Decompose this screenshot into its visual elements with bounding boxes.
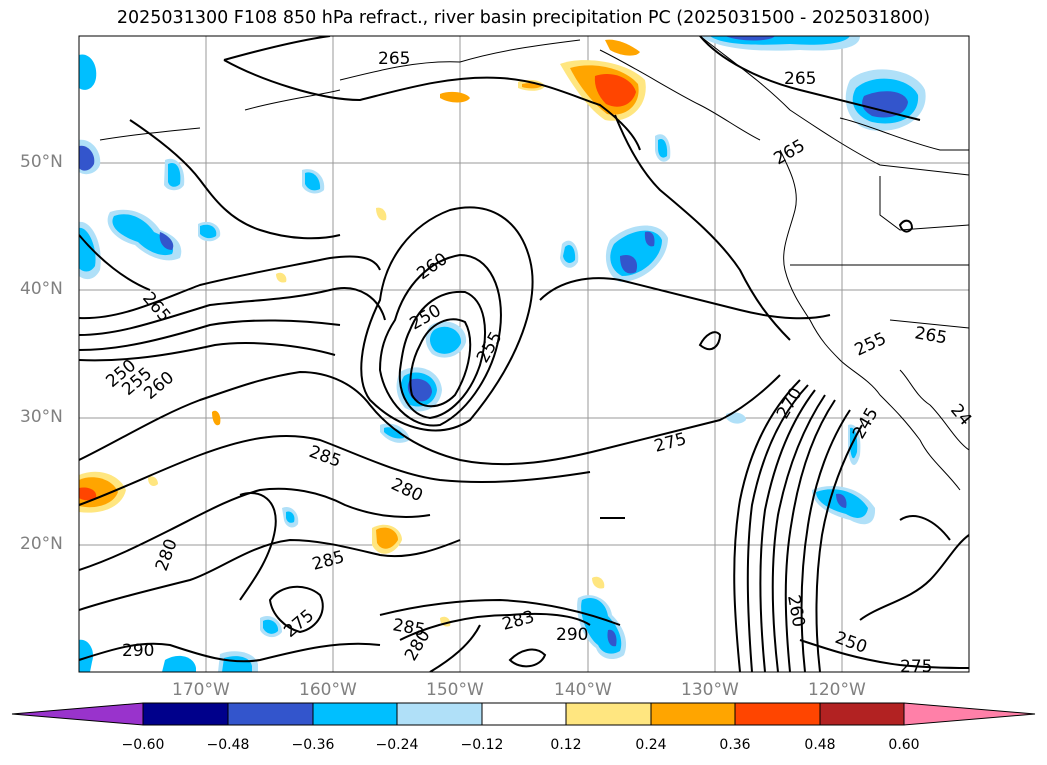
contour-label: 290 — [122, 641, 154, 661]
precip-shading — [79, 36, 926, 672]
contour-label: 265 — [378, 49, 410, 69]
contour-label: 290 — [556, 625, 588, 645]
contour-label: 275 — [900, 657, 932, 677]
colorbar-tick: −0.24 — [375, 737, 419, 753]
lon-label: 130°W — [681, 680, 739, 700]
lat-label: 50°N — [20, 152, 63, 172]
lat-label: 20°N — [20, 534, 63, 554]
colorbar-tick: 0.36 — [719, 737, 751, 753]
colorbar-tick: −0.36 — [291, 737, 335, 753]
colorbar-segment — [650, 702, 736, 726]
lat-label: 40°N — [20, 279, 63, 299]
colorbar-segment — [142, 702, 229, 726]
colorbar-tick: 0.12 — [550, 737, 582, 753]
contour-label: 265 — [784, 69, 816, 89]
colorbar-segment — [734, 702, 821, 726]
colorbar-extend-high — [903, 702, 1036, 726]
lon-label: 160°W — [299, 680, 357, 700]
colorbar-tick: 0.48 — [804, 737, 836, 753]
lon-label: 150°W — [426, 680, 484, 700]
colorbar-segment — [565, 702, 652, 726]
colorbar-tick: −0.12 — [460, 737, 504, 753]
colorbar-tick: −0.60 — [121, 737, 165, 753]
colorbar-segment — [819, 702, 905, 726]
colorbar — [11, 702, 1036, 726]
colorbar-tick: 0.24 — [635, 737, 667, 753]
colorbar-tick: 0.60 — [888, 737, 920, 753]
colorbar-segment — [312, 702, 398, 726]
contours — [79, 36, 969, 672]
colorbar-segment — [227, 702, 314, 726]
lat-label: 30°N — [20, 407, 63, 427]
lon-label: 170°W — [172, 680, 230, 700]
colorbar-segment — [481, 702, 567, 726]
lon-label: 120°W — [808, 680, 866, 700]
lon-label: 140°W — [554, 680, 612, 700]
colorbar-extend-low — [11, 702, 144, 726]
colorbar-segment — [396, 702, 483, 726]
colorbar-tick: −0.48 — [206, 737, 250, 753]
map-border — [78, 35, 970, 673]
coastlines — [99, 36, 969, 491]
map-title: 2025031300 F108 850 hPa refract., river … — [116, 8, 931, 28]
map-frame-bg — [79, 36, 969, 672]
